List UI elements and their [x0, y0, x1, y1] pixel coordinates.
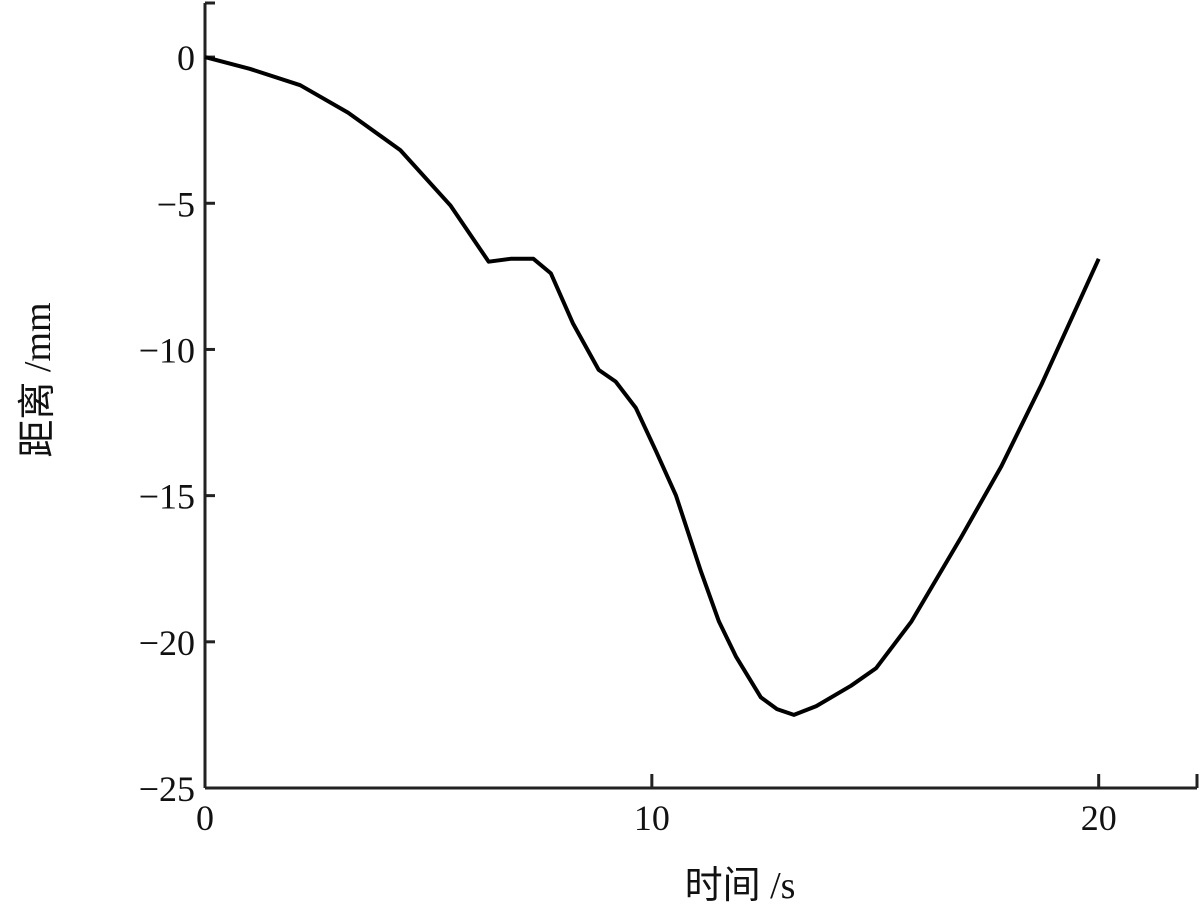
ticks: 0−5−10−15−20−250 10 20	[139, 38, 1117, 838]
y-axis-label: 距离 /mm	[17, 302, 59, 457]
y-tick-label: −20	[139, 623, 195, 663]
y-tick-label: −5	[157, 184, 195, 224]
x-axis-label: 时间 /s	[685, 865, 796, 907]
x-tick-label: 10	[634, 798, 670, 838]
y-tick-label: −25	[139, 769, 195, 809]
series-line	[204, 55, 1101, 717]
y-tick-label: −15	[139, 477, 195, 517]
y-tick-label: 0	[177, 38, 195, 78]
y-tick-label: −10	[139, 330, 195, 370]
axes	[203, 1, 1199, 790]
x-tick-label: 20	[1081, 798, 1117, 838]
x-tick-label: 0	[196, 798, 214, 838]
